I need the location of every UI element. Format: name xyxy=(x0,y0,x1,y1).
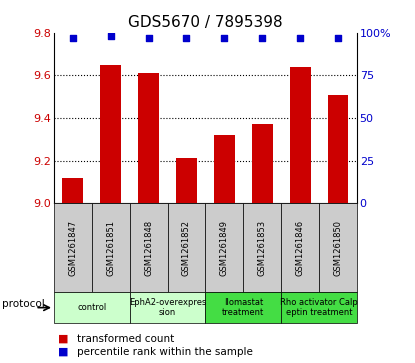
Text: control: control xyxy=(77,303,106,312)
Text: protocol: protocol xyxy=(2,299,45,309)
Text: GSM1261847: GSM1261847 xyxy=(68,220,77,276)
Bar xyxy=(138,73,159,203)
Point xyxy=(70,35,76,41)
Bar xyxy=(129,203,168,292)
Bar xyxy=(129,292,205,323)
Bar xyxy=(290,67,310,203)
Bar xyxy=(176,159,197,203)
Bar xyxy=(54,292,129,323)
Bar xyxy=(92,203,129,292)
Bar xyxy=(205,203,243,292)
Text: GSM1261849: GSM1261849 xyxy=(220,220,229,276)
Title: GDS5670 / 7895398: GDS5670 / 7895398 xyxy=(128,15,283,30)
Bar xyxy=(63,178,83,203)
Point xyxy=(183,35,190,41)
Bar xyxy=(319,203,357,292)
Bar xyxy=(214,135,235,203)
Text: GSM1261850: GSM1261850 xyxy=(334,220,342,276)
Bar xyxy=(54,203,92,292)
Text: Rho activator Calp
eptin treatment: Rho activator Calp eptin treatment xyxy=(280,298,358,317)
Point xyxy=(221,35,228,41)
Bar xyxy=(243,203,281,292)
Text: GSM1261852: GSM1261852 xyxy=(182,220,191,276)
Text: percentile rank within the sample: percentile rank within the sample xyxy=(77,347,253,357)
Point xyxy=(334,35,341,41)
Text: ■: ■ xyxy=(58,347,68,357)
Text: GSM1261853: GSM1261853 xyxy=(258,220,267,276)
Point xyxy=(145,35,152,41)
Bar xyxy=(168,203,205,292)
Text: transformed count: transformed count xyxy=(77,334,174,344)
Bar xyxy=(281,292,357,323)
Text: Ilomastat
treatment: Ilomastat treatment xyxy=(222,298,264,317)
Text: GSM1261851: GSM1261851 xyxy=(106,220,115,276)
Point xyxy=(297,35,303,41)
Bar xyxy=(327,94,348,203)
Point xyxy=(259,35,266,41)
Text: GSM1261846: GSM1261846 xyxy=(295,220,305,276)
Bar xyxy=(205,292,281,323)
Bar xyxy=(100,65,121,203)
Bar xyxy=(281,203,319,292)
Text: GSM1261848: GSM1261848 xyxy=(144,220,153,276)
Bar xyxy=(252,125,273,203)
Text: EphA2-overexpres
sion: EphA2-overexpres sion xyxy=(129,298,206,317)
Point xyxy=(107,33,114,39)
Text: ■: ■ xyxy=(58,334,68,344)
